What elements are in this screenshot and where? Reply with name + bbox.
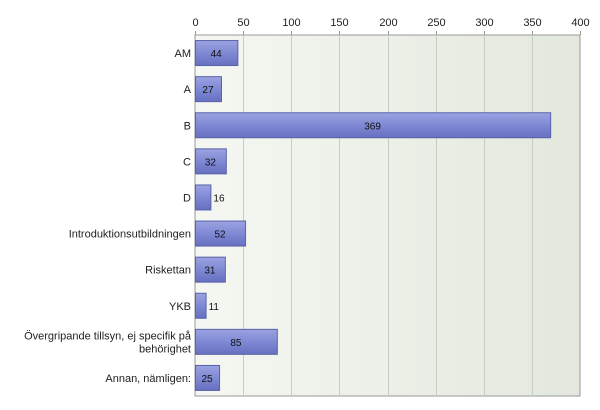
- x-tick-label: 300: [475, 17, 493, 29]
- bar-value-label: 11: [209, 302, 220, 313]
- category-label: YKB: [169, 301, 191, 313]
- bar-value-label: 25: [201, 374, 213, 385]
- x-tick-label: 200: [379, 17, 397, 29]
- bar: [195, 148, 227, 175]
- bar-value-label: 31: [204, 266, 216, 277]
- category-label: AM: [175, 48, 192, 60]
- bar: [195, 292, 207, 319]
- x-tick-label: 0: [192, 17, 198, 29]
- bar-value-label: 85: [230, 338, 242, 349]
- category-label: D: [183, 192, 191, 204]
- category-label: A: [184, 84, 192, 96]
- x-tick-label: 350: [523, 17, 541, 29]
- x-tick-label: 100: [282, 17, 300, 29]
- bar: [195, 256, 226, 283]
- bar: [195, 328, 278, 355]
- x-tick-label: 150: [330, 17, 348, 29]
- category-label: Introduktionsutbildningen: [69, 229, 191, 241]
- category-label: Annan, nämligen:: [105, 373, 191, 385]
- category-label: Riskettan: [145, 265, 191, 277]
- bar-value-label: 369: [364, 121, 381, 132]
- x-axis-ticks: 0 50 100 150 200 250 300 350 400: [192, 17, 590, 35]
- bar-value-label: 32: [205, 157, 217, 168]
- bars: 44 27 369 32 16 52 31 11 85 25: [195, 40, 552, 391]
- bar: [195, 364, 221, 391]
- x-tick-label: 250: [427, 17, 445, 29]
- category-label: B: [184, 120, 191, 132]
- x-tick-label: 400: [571, 17, 589, 29]
- bar: [195, 40, 239, 67]
- category-label: C: [183, 156, 191, 168]
- x-tick-label: 50: [237, 17, 249, 29]
- bar: [195, 184, 212, 211]
- bar-value-label: 44: [211, 49, 223, 60]
- bar: [195, 112, 552, 139]
- category-label: Övergripande tillsyn, ej specifik på behö…: [24, 330, 192, 355]
- bar-value-label: 27: [202, 85, 214, 96]
- bar-value-label: 16: [213, 193, 225, 204]
- bar: [195, 220, 247, 247]
- bar-value-label: 52: [214, 230, 226, 241]
- bar: [195, 76, 222, 103]
- category-labels: AM A B C D Introduktionsutbildningen Riskettan…: [24, 48, 192, 385]
